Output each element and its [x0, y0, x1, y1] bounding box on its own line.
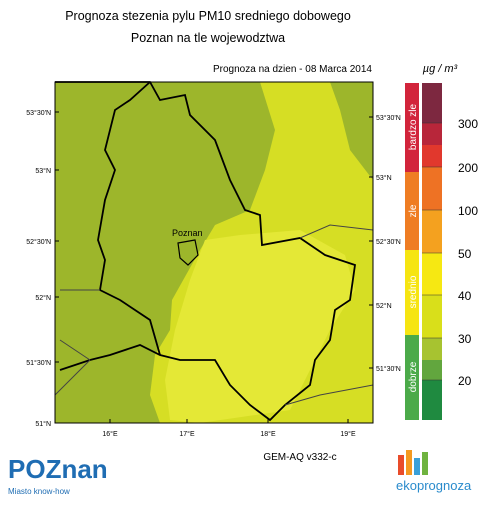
logo-tagline: Miasto know-how — [8, 487, 70, 496]
lat-label: 53°30'N — [26, 109, 51, 117]
zone — [165, 230, 355, 423]
legend-tick-label: 50 — [458, 247, 472, 261]
lat-label: 52°30'N — [26, 238, 51, 246]
border — [97, 81, 161, 356]
legend-band — [422, 338, 442, 360]
city-label: Poznan — [172, 228, 203, 238]
legend-band — [422, 380, 442, 420]
lat-label: 52°30'N — [376, 238, 401, 246]
legend-band — [422, 295, 442, 338]
lat-label: 53°30'N — [376, 114, 401, 122]
legend-category-label: dobrze — [408, 361, 419, 392]
legend-band — [422, 253, 442, 295]
title: Prognoza stezenia pylu PM10 sredniego do… — [65, 9, 351, 23]
border — [55, 81, 356, 422]
legend-category-label: bardzo zle — [408, 103, 419, 150]
legend-category-label: srednio — [408, 275, 419, 308]
legend-tick-label: 30 — [458, 332, 472, 346]
city-border — [177, 239, 199, 266]
lat-label: 51°N — [35, 420, 51, 428]
date: Prognoza na dzien - 08 Marca 2014 — [213, 64, 372, 75]
border — [54, 224, 374, 406]
lon-label: 18°E — [260, 430, 276, 438]
legend-tick-label: 100 — [458, 204, 478, 218]
logo-right: ekoprognoza — [396, 478, 472, 493]
legend: 300 200 100 50 40 30 20 — [405, 83, 478, 420]
unit: µg / m³ — [423, 63, 458, 75]
lon-label: 16°E — [102, 430, 118, 438]
legend-band — [422, 83, 442, 123]
lat-label: 51°30'N — [376, 365, 401, 373]
logo-left: POZnan — [8, 454, 108, 484]
lon-label: 19°E — [340, 430, 356, 438]
legend-category-label: zle — [408, 204, 419, 217]
legend-tick-label: 300 — [458, 117, 478, 131]
subtitle: Poznan na tle wojewodztwa — [131, 31, 285, 45]
legend-category — [405, 172, 419, 250]
legend-category — [405, 83, 419, 172]
legend-band — [422, 123, 442, 145]
legend-category — [405, 335, 419, 420]
legend-band — [422, 167, 442, 210]
map-frame — [54, 81, 374, 424]
lat-label: 52°N — [35, 294, 51, 302]
legend-tick-label: 200 — [458, 161, 478, 175]
lat-label: 52°N — [376, 302, 392, 310]
legend-band — [422, 360, 442, 380]
legend-band — [422, 210, 442, 253]
legend-band — [422, 145, 442, 167]
lat-label: 53°N — [35, 167, 51, 175]
lat-label: 53°N — [376, 174, 392, 182]
legend-tick-label: 20 — [458, 374, 472, 388]
map: Poznan — [54, 81, 374, 424]
lat-label: 51°30'N — [26, 359, 51, 367]
legend-tick-label: 40 — [458, 289, 472, 303]
legend-category — [405, 250, 419, 335]
lon-label: 17°E — [179, 430, 195, 438]
model: GEM-AQ v332-c — [263, 452, 336, 463]
zone — [330, 82, 373, 180]
logo-icon — [398, 450, 428, 475]
